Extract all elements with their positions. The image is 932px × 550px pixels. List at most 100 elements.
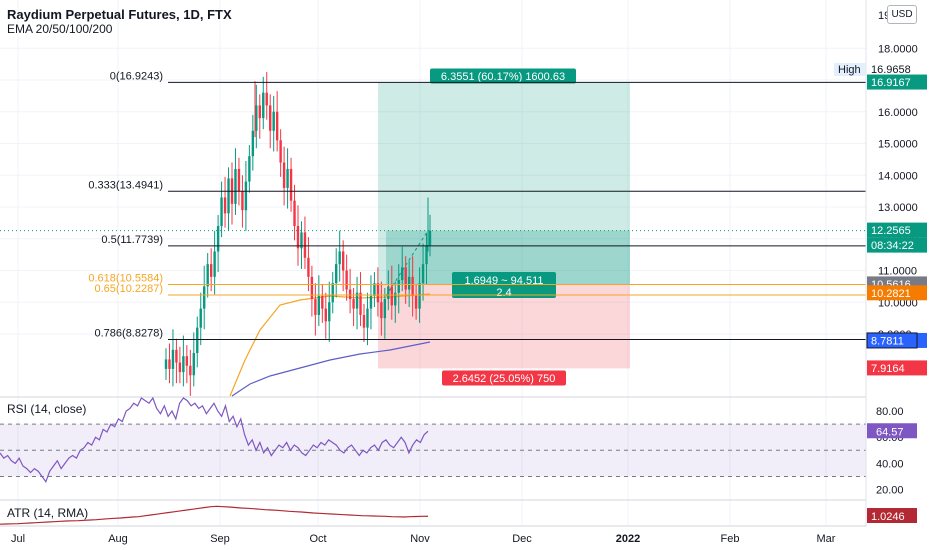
time-label: Jul	[11, 533, 25, 545]
candle-body	[355, 292, 359, 309]
candle	[317, 275, 321, 327]
time-label: Aug	[108, 533, 128, 545]
candle	[286, 148, 289, 209]
indicator-panes	[0, 396, 932, 527]
atr-label: ATR (14, RMA)	[7, 506, 89, 520]
candle	[265, 72, 268, 120]
profit-label-bg	[430, 68, 576, 84]
candle-body	[213, 251, 216, 277]
time-label: Sep	[210, 533, 230, 545]
currency-button[interactable]: USD	[887, 5, 917, 24]
candle-body	[390, 286, 393, 306]
candle	[164, 348, 168, 381]
candle	[206, 253, 209, 298]
candle-body	[418, 283, 421, 309]
candle	[199, 292, 202, 346]
candle-body	[258, 105, 261, 119]
candle-body	[401, 267, 404, 281]
loss-label: 2.6452 (25.05%) 750	[442, 370, 566, 386]
high-label: High	[838, 64, 861, 76]
candle	[373, 272, 376, 308]
rsi-current: 64.57	[876, 426, 904, 438]
candle	[366, 292, 369, 346]
symbol-title: Raydium Perpetual Futures, 1D, FTX	[7, 7, 232, 22]
candle	[383, 287, 387, 339]
candle-body	[216, 226, 220, 252]
time-label: Nov	[410, 533, 430, 545]
candle-body	[321, 295, 324, 309]
loss-label-bg	[442, 370, 566, 386]
candle	[168, 343, 171, 384]
price-tick-label: 15.0000	[878, 139, 918, 151]
candle-body	[310, 276, 314, 300]
candle-body	[209, 264, 213, 277]
price-b-badge: 10.2821	[871, 288, 911, 300]
price-tick-label: 18.0000	[878, 43, 918, 55]
long-position-tool[interactable]: 6.3551 (60.17%) 1600.631.6949 ~ 94.5112.…	[378, 68, 630, 386]
fib-level-label: 0.618(10.5584)	[88, 273, 163, 285]
candle	[296, 205, 300, 266]
time-axis-bg	[0, 527, 932, 550]
current-price-badge-bg	[867, 222, 927, 238]
profit-label: 6.3551 (60.17%) 1600.63	[430, 68, 576, 84]
candle-body	[175, 349, 178, 363]
candle-body	[300, 232, 303, 249]
candle-body	[348, 289, 352, 300]
fib0-badge-bg	[867, 74, 927, 90]
candle-body	[317, 295, 321, 315]
candle	[394, 281, 397, 323]
candle-body	[335, 264, 338, 284]
atr-line	[0, 505, 429, 525]
time-label: Feb	[721, 533, 740, 545]
loss-label-text: 2.6452 (25.05%) 750	[453, 373, 556, 385]
candle-body	[244, 181, 248, 211]
time-axis[interactable]: Jul Aug Sep Oct Nov Dec 2022 Feb Mar	[0, 527, 932, 550]
candle	[213, 230, 216, 295]
candle	[324, 292, 327, 339]
candle-body	[394, 292, 397, 306]
time-label: 2022	[616, 533, 640, 545]
candle-body	[185, 356, 189, 366]
fib-retracement[interactable]: 0(16.9243) 0.333(13.4941) 0.5(11.7739) 0.61…	[0, 70, 866, 340]
candle-body	[168, 359, 171, 369]
candle-body	[237, 168, 241, 192]
candle	[262, 76, 265, 130]
ema-blue-line	[231, 341, 431, 397]
price-tick-label: 11.0000	[878, 266, 917, 278]
candle	[331, 272, 334, 314]
ratio-label-sub: 2.4	[496, 287, 511, 299]
candle	[380, 281, 383, 336]
candle-body	[373, 283, 376, 296]
candle	[216, 214, 220, 273]
time-label: Oct	[309, 533, 326, 545]
ema-orange-line	[229, 293, 431, 397]
candle-body	[296, 226, 300, 249]
candle-body	[314, 299, 317, 315]
candle-body	[341, 251, 345, 271]
candle	[335, 248, 338, 298]
candle-body	[248, 156, 251, 182]
candle	[255, 84, 258, 149]
rsi-current-bg	[867, 423, 917, 439]
candle-body	[369, 295, 373, 309]
candle-body	[227, 178, 230, 214]
candle	[303, 216, 307, 269]
profit-label-text: 6.3551 (60.17%) 1600.63	[441, 71, 565, 83]
candle	[404, 256, 407, 304]
price-axis[interactable]: 18.000017.000016.000015.000014.000013.00…	[834, 0, 932, 550]
rsi-tick-label: 40.00	[876, 458, 904, 470]
candle	[397, 264, 400, 314]
high-value: 16.9658	[871, 64, 911, 76]
candle-body	[421, 264, 425, 284]
candle	[321, 284, 324, 323]
candle	[401, 246, 404, 292]
candle	[289, 157, 293, 212]
candle	[390, 265, 393, 320]
candle-body	[362, 314, 366, 328]
candle	[348, 268, 352, 314]
candle-body	[293, 200, 296, 227]
candle-body	[428, 230, 432, 246]
price-c-badge: 8.7811	[871, 335, 904, 347]
candle	[275, 91, 279, 152]
